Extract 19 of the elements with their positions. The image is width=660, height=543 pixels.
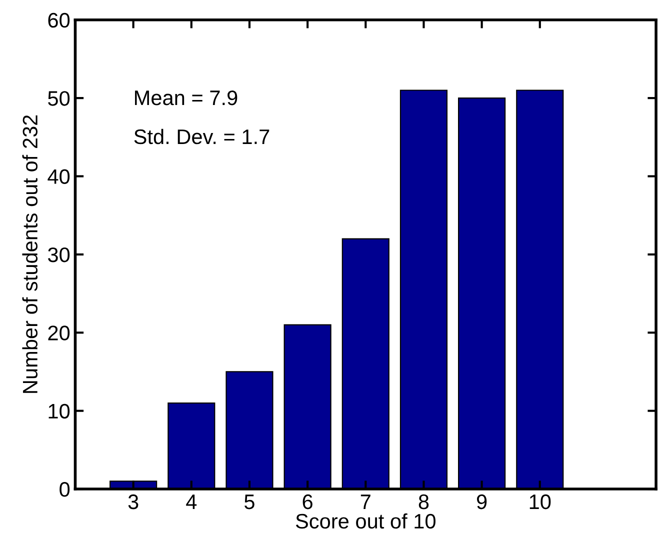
x-axis-title: Score out of 10 [296,513,436,529]
y-tick-label: 20 [48,326,70,340]
y-tick-label: 60 [48,12,70,28]
y-tick-label: 10 [48,404,70,419]
y-tick-label: 50 [48,91,70,106]
annotation: Std. Dev. = 1.7 [134,128,270,144]
y-tick-label: 0 [60,482,70,497]
x-tick-label: 7 [360,494,370,509]
x-tick-label: 6 [302,494,312,510]
x-tick-label: 10 [530,494,551,510]
y-tick-label: 40 [48,169,70,184]
x-tick-label: 3 [128,494,138,510]
x-tick-label: 9 [476,494,487,510]
x-tick-label: 8 [418,494,429,510]
y-axis-title: Number of students out of 232 [22,115,38,393]
x-tick-label: 4 [186,494,197,509]
x-tick-label: 5 [244,494,254,510]
annotation: Mean = 7.9 [135,90,238,106]
y-tick-label: 30 [48,247,70,262]
